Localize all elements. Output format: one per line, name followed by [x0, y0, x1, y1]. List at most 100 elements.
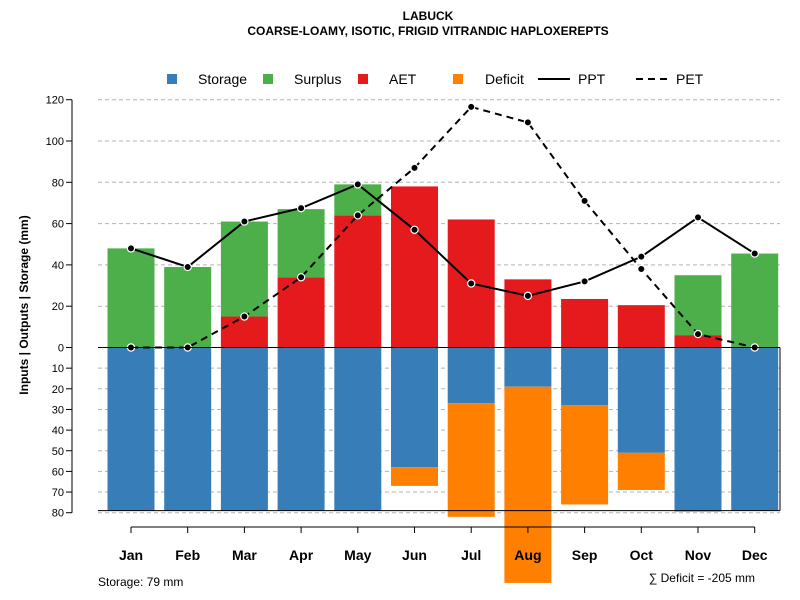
- legend-aet-label: AET: [389, 71, 417, 87]
- x-tick-label: Nov: [685, 547, 712, 563]
- ppt-point: [637, 252, 646, 261]
- storage-bar: [277, 347, 325, 511]
- storage-bar: [107, 347, 155, 511]
- pet-point: [637, 264, 646, 274]
- pet-point: [410, 163, 419, 173]
- chart-subtitle: COARSE-LOAMY, ISOTIC, FRIGID VITRANDIC H…: [247, 24, 608, 38]
- storage-bar: [674, 347, 722, 511]
- y-tick-label: 60: [52, 466, 64, 478]
- x-tick-label: Mar: [232, 547, 257, 563]
- legend-surplus-label: Surplus: [294, 71, 341, 87]
- aet-bar: [674, 335, 722, 348]
- deficit-bar: [674, 510, 722, 512]
- y-tick-label: 50: [52, 446, 64, 458]
- legend-pet-label: PET: [676, 71, 704, 87]
- ppt-point: [750, 249, 759, 258]
- deficit-bar: [617, 452, 665, 490]
- pet-point: [353, 211, 362, 220]
- storage-bar: [447, 347, 495, 404]
- y-axis-label: Inputs | Outputs | Storage (mm): [17, 215, 31, 394]
- x-tick-label: Aug: [514, 547, 541, 563]
- gridlines: [98, 99, 780, 514]
- y-tick-label: 40: [52, 425, 64, 437]
- surplus-bar: [731, 253, 779, 348]
- x-tick-label: Jun: [402, 547, 427, 563]
- ppt-point: [183, 262, 192, 272]
- y-tick-label: 10: [52, 363, 64, 375]
- aet-bar: [504, 279, 552, 348]
- x-tick-label: Oct: [630, 547, 654, 563]
- ppt-point: [580, 277, 589, 286]
- y-tick-label: 60: [52, 219, 64, 231]
- x-tick-label: Apr: [289, 547, 314, 563]
- ppt-point: [693, 213, 703, 222]
- surplus-bar: [220, 221, 268, 317]
- axes: 0 20 40 60 80 100 120 10 20 30 40 50 60 70 80 Jan Feb Mar…: [46, 95, 781, 563]
- pet-line: [131, 105, 755, 349]
- storage-note: Storage: 79 mm: [98, 575, 183, 589]
- storage-bar: [164, 347, 212, 511]
- ppt-line: [130, 183, 756, 297]
- pet-point: [296, 273, 306, 282]
- x-tick-label: Jul: [461, 547, 481, 563]
- legend: Storage Surplus AET Deficit PPT PET: [167, 71, 704, 87]
- ppt-point: [523, 291, 533, 301]
- y-tick-label: 0: [58, 343, 64, 355]
- pet-point: [467, 102, 476, 112]
- x-tick-label: Feb: [175, 547, 200, 563]
- deficit-note: ∑ Deficit = -205 mm: [649, 571, 755, 585]
- pet-point: [693, 329, 703, 339]
- ppt-point: [467, 279, 476, 288]
- surplus-bar: [164, 266, 212, 348]
- legend-deficit-swatch: [453, 74, 463, 84]
- y-tick-label: 30: [52, 404, 64, 416]
- y-tick-label: 100: [46, 136, 64, 148]
- legend-deficit-label: Deficit: [485, 71, 524, 87]
- chart-title: LABUCK: [403, 9, 454, 23]
- aet-bar: [391, 186, 438, 348]
- deficit-bar: [561, 405, 609, 505]
- storage-bar: [731, 347, 779, 511]
- aet-bar: [220, 316, 268, 348]
- storage-bar: [504, 347, 552, 387]
- x-tick-label: Sep: [572, 547, 598, 563]
- storage-bar: [220, 347, 268, 511]
- y-tick-label: 120: [46, 95, 64, 107]
- storage-bar: [617, 347, 665, 453]
- deficit-bar: [504, 386, 552, 583]
- ppt-point: [240, 217, 249, 226]
- legend-aet-swatch: [358, 74, 368, 84]
- pet-point: [523, 118, 533, 127]
- legend-surplus-swatch: [263, 74, 273, 84]
- aet-bar: [617, 305, 665, 348]
- x-tick-label: May: [344, 547, 371, 563]
- surplus-bar: [674, 275, 722, 336]
- surplus-bar: [277, 209, 325, 278]
- storage-bar: [391, 347, 438, 468]
- aet-bar: [561, 298, 609, 348]
- storage-bar: [561, 347, 609, 406]
- surplus-bar: [107, 248, 155, 348]
- lines: [126, 102, 759, 352]
- ppt-point: [126, 244, 136, 253]
- x-tick-label: Dec: [742, 547, 768, 563]
- legend-ppt-label: PPT: [578, 71, 606, 87]
- pet-point: [240, 312, 249, 321]
- legend-storage-label: Storage: [198, 71, 247, 87]
- storage-bar: [334, 347, 382, 511]
- y-tick-label: 40: [52, 260, 64, 272]
- aet-bar: [334, 215, 382, 348]
- ppt-point: [296, 203, 306, 213]
- y-tick-label: 70: [52, 487, 64, 499]
- y-tick-label: 80: [52, 177, 64, 189]
- y-tick-label: 20: [52, 301, 64, 313]
- y-tick-label: 80: [52, 508, 64, 520]
- y-tick-label: 20: [52, 384, 64, 396]
- deficit-bar: [391, 467, 438, 486]
- bars: [107, 184, 779, 583]
- deficit-bar: [447, 403, 495, 517]
- ppt-point: [353, 180, 362, 189]
- x-tick-label: Jan: [119, 547, 143, 563]
- ppt-point: [410, 225, 419, 234]
